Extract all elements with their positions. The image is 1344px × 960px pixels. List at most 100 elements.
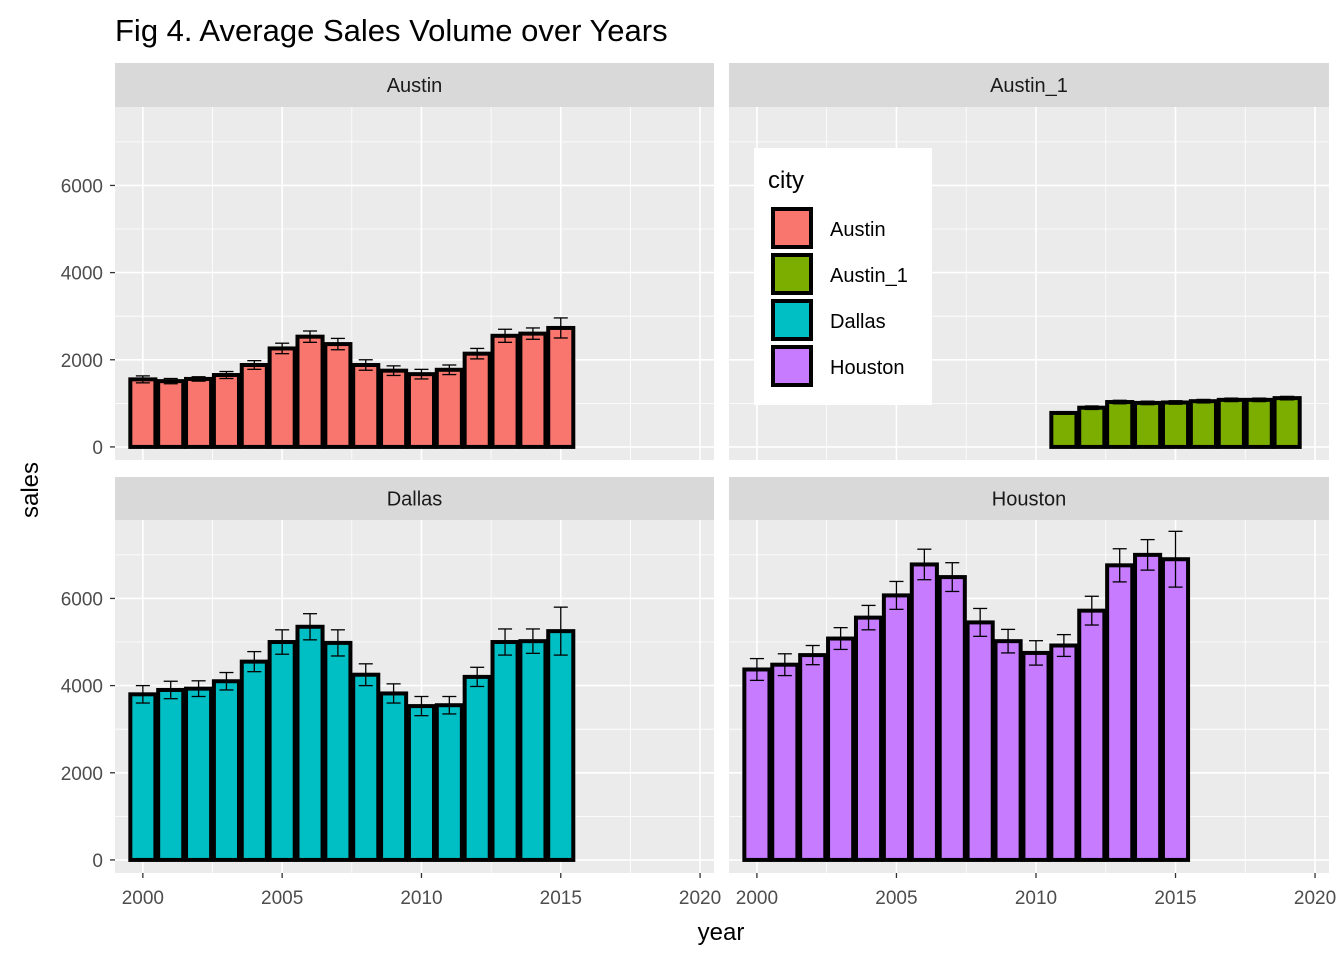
facet-panel-houston: Houston 2000 2005 2010 2015 2020 xyxy=(729,477,1336,909)
bar xyxy=(211,679,241,862)
bar xyxy=(770,662,800,862)
error-bar xyxy=(1056,633,1071,658)
bar xyxy=(1133,400,1163,449)
error-bar xyxy=(219,370,234,380)
error-bar xyxy=(1196,398,1211,404)
bar xyxy=(184,686,214,862)
error-bar xyxy=(498,628,513,656)
error-bar xyxy=(1001,628,1016,654)
bar xyxy=(379,691,409,862)
y-axis-title: sales xyxy=(17,462,44,518)
y-tick-label: 2000 xyxy=(61,351,103,372)
bar xyxy=(406,704,437,862)
bar xyxy=(490,333,520,449)
error-bar xyxy=(442,695,457,715)
bar xyxy=(323,342,353,449)
error-bar xyxy=(861,604,876,631)
error-bar xyxy=(163,377,178,385)
bar xyxy=(1244,397,1274,449)
bar xyxy=(156,379,186,449)
legend-item-houston: Houston xyxy=(771,345,905,387)
error-bar xyxy=(1168,400,1183,405)
error-bar xyxy=(135,375,150,384)
bar xyxy=(546,629,576,862)
bar xyxy=(881,593,912,862)
bar xyxy=(128,377,158,449)
bar xyxy=(434,367,464,449)
y-tick-label: 0 xyxy=(92,851,103,872)
error-bar xyxy=(470,347,485,360)
error-bar xyxy=(247,359,262,371)
legend-label: Austin_1 xyxy=(830,265,908,287)
bar xyxy=(546,325,576,449)
error-bar xyxy=(917,548,932,581)
error-bar xyxy=(805,644,820,666)
legend-swatch xyxy=(771,207,813,249)
bar xyxy=(1021,650,1051,862)
x-tick-label: 2005 xyxy=(261,888,303,909)
bar xyxy=(993,639,1023,862)
error-bar xyxy=(525,628,540,655)
error-bar xyxy=(275,342,290,355)
error-bar xyxy=(1084,405,1099,411)
error-bar xyxy=(1112,399,1127,405)
x-tick-label: 2005 xyxy=(875,888,917,909)
y-tick-label: 6000 xyxy=(61,176,103,197)
error-bar xyxy=(330,629,345,657)
error-bar xyxy=(358,663,373,687)
error-bar xyxy=(1224,397,1239,403)
error-bar xyxy=(303,613,318,641)
facet-strip xyxy=(729,63,1329,107)
bar xyxy=(853,615,884,862)
error-bar xyxy=(135,684,150,704)
bar xyxy=(295,334,325,449)
error-bar xyxy=(1252,397,1267,403)
x-tick-label: 2000 xyxy=(122,888,164,909)
error-bar xyxy=(386,365,401,377)
facet-panel-austin: Austin 0 2000 4000 6000 xyxy=(61,63,714,460)
error-bar xyxy=(470,666,485,688)
legend-item-austin-1: Austin_1 xyxy=(771,253,908,295)
bar xyxy=(490,640,520,862)
error-bar xyxy=(1084,595,1099,626)
bar xyxy=(351,672,381,862)
bar xyxy=(239,659,269,862)
bar xyxy=(742,667,772,862)
error-bar xyxy=(386,683,401,704)
x-tick-label: 2015 xyxy=(1154,888,1196,909)
legend-label: Austin xyxy=(830,219,886,241)
x-tick-label: 2020 xyxy=(1294,888,1336,909)
error-bar xyxy=(1028,640,1044,666)
bar xyxy=(826,636,856,862)
bar xyxy=(1216,397,1246,449)
bar xyxy=(1049,643,1079,862)
bar xyxy=(434,703,464,862)
bar xyxy=(1105,400,1135,449)
error-bar xyxy=(777,653,792,677)
error-bar xyxy=(749,657,764,682)
error-bar xyxy=(247,650,262,673)
error-bar xyxy=(1280,395,1295,401)
bar xyxy=(798,653,828,862)
bar xyxy=(1160,557,1191,862)
bar xyxy=(323,640,353,862)
legend-swatch xyxy=(771,345,813,387)
bar xyxy=(462,674,492,862)
bar xyxy=(128,692,158,862)
legend-swatch xyxy=(771,299,813,341)
x-tick-label: 2010 xyxy=(1015,888,1057,909)
legend-label: Dallas xyxy=(830,311,886,333)
bar xyxy=(239,362,269,449)
error-bar xyxy=(553,606,568,656)
y-tick-label: 4000 xyxy=(61,677,103,698)
bar xyxy=(518,331,548,449)
error-bar xyxy=(191,680,206,698)
bar xyxy=(1077,405,1107,449)
error-bar xyxy=(945,562,960,593)
error-bar xyxy=(889,580,904,610)
legend-title: city xyxy=(768,167,804,194)
bar xyxy=(1077,608,1107,862)
bar xyxy=(156,687,186,862)
error-bar xyxy=(1056,410,1071,415)
